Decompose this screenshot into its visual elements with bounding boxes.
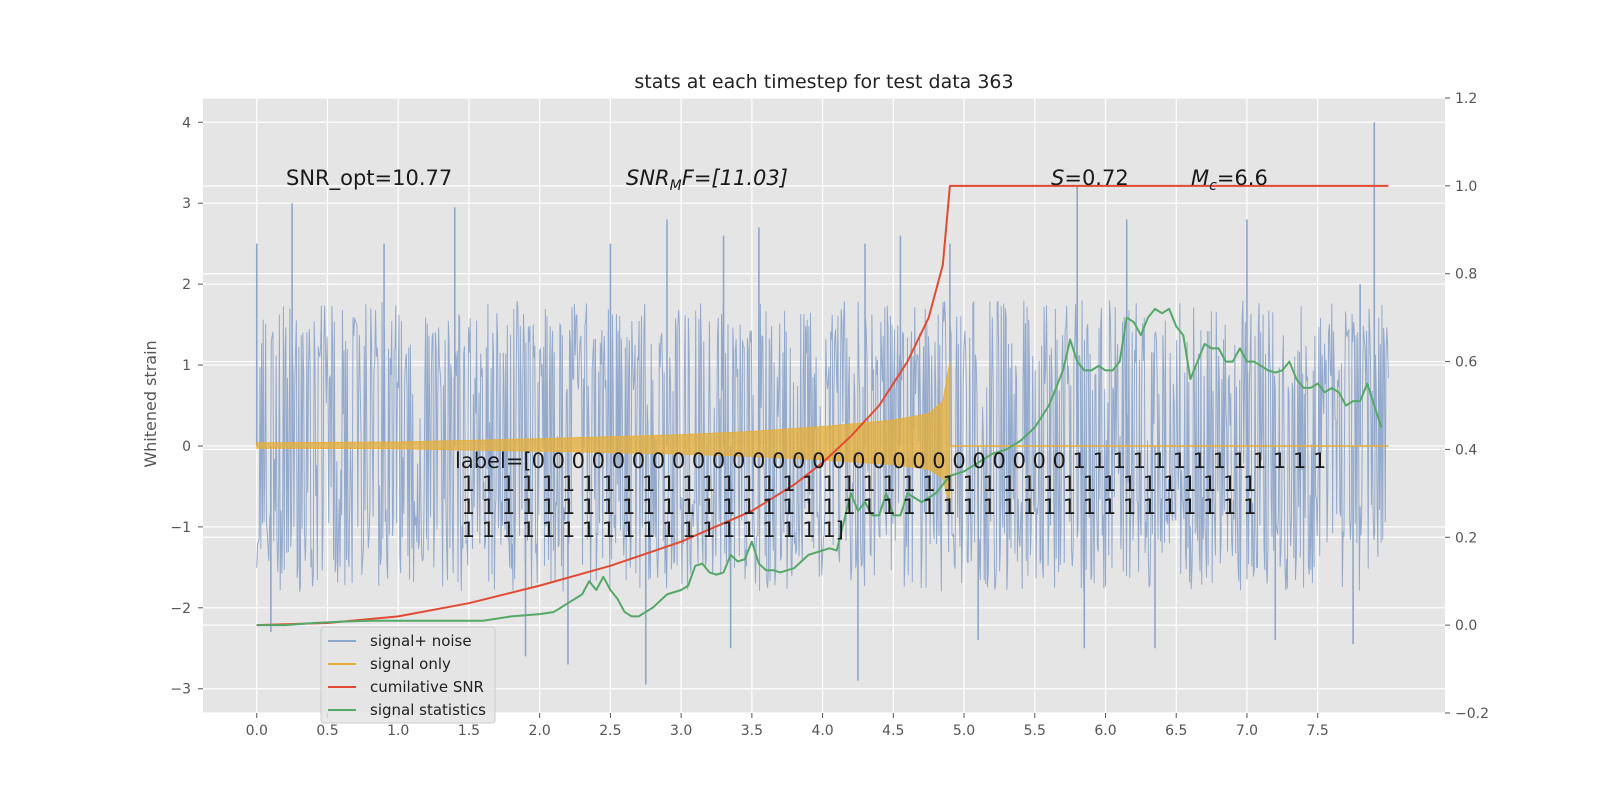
snr-opt-annotation: SNR_opt=10.77: [286, 166, 452, 191]
label-line-3: 1 1 1 1 1 1 1 1 1 1 1 1 1 1 1 1 1 1 1 1 …: [455, 495, 1256, 519]
snr-mf-annotation: SNRMF=[11.03]: [626, 166, 788, 194]
x-axis-ticks: 0.0 0.5 1.0 1.5 2.0 2.5 3.0 3.5 4.0 4.5 5.0 5.5 6.0 6…: [246, 713, 1329, 739]
legend-label-noise: signal+ noise: [370, 632, 472, 650]
legend-label-stats: signal statistics: [370, 701, 486, 719]
y-tick-label-5: 2: [182, 277, 191, 293]
y2-tick-label-2: 0.2: [1455, 530, 1477, 546]
s-rest: =0.72: [1064, 166, 1128, 190]
label-line-2: 1 1 1 1 1 1 1 1 1 1 1 1 1 1 1 1 1 1 1 1 …: [455, 472, 1256, 496]
chart-title: stats at each timestep for test data 363: [634, 71, 1013, 93]
signal-statistics-line: [256, 307, 1383, 627]
legend-label-signal: signal only: [370, 655, 451, 673]
snr-mf-main: SNR: [626, 166, 670, 190]
legend: signal+ noise signal only cumilative SNR…: [320, 626, 496, 724]
cumulative-snr-line: [256, 184, 1389, 627]
legend-box: [320, 626, 496, 724]
mc-var: M: [1191, 166, 1209, 190]
y-axis-ticks: −3 −2 −1 0 1 2 3 4: [170, 115, 203, 698]
y2-tick-label-3: 0.4: [1455, 442, 1477, 458]
x-tick-label-10: 5.0: [953, 723, 975, 739]
s-var: S: [1051, 166, 1064, 190]
x-tick-label-9: 4.5: [882, 723, 904, 739]
y2-tick-label-7: 1.2: [1455, 91, 1477, 107]
snr-mf-rest: F=[11.03]: [682, 166, 788, 190]
y-axis-label: Whitened strain: [141, 340, 160, 467]
y2-tick-label-4: 0.6: [1455, 355, 1477, 371]
x-tick-label-7: 3.5: [741, 723, 763, 739]
label-line-1: label=[0 0 0 0 0 0 0 0 0 0 0 0 0 0 0 0 0…: [455, 449, 1326, 473]
y-tick-label-2: −1: [170, 520, 191, 536]
x-tick-label-8: 4.0: [811, 723, 833, 739]
x-tick-label-11: 5.5: [1024, 723, 1046, 739]
signal-only-envelope: [256, 360, 951, 508]
y-tick-label-1: −2: [170, 601, 191, 617]
right-y-axis-ticks: −0.2 0.0 0.2 0.4 0.6 0.8 1.0 1.2: [1445, 91, 1489, 722]
x-tick-label-4: 2.0: [529, 723, 551, 739]
snr-mf-sub: M: [670, 178, 682, 194]
label-annotation: label=[0 0 0 0 0 0 0 0 0 0 0 0 0 0 0 0 0…: [455, 449, 1326, 542]
legend-label-snr: cumilative SNR: [370, 678, 484, 696]
label-line-4: 1 1 1 1 1 1 1 1 1 1 1 1 1 1 1 1 1 1 1]: [455, 518, 844, 542]
signal-noise-series: [255, 122, 1389, 685]
y2-tick-label-0: −0.2: [1455, 706, 1489, 722]
y-tick-label-4: 1: [182, 358, 191, 374]
signal-noise-trace: [256, 300, 1389, 592]
x-tick-label-2: 1.0: [387, 723, 409, 739]
mc-annotation: Mc=6.6: [1191, 166, 1268, 194]
x-tick-label-6: 3.0: [670, 723, 692, 739]
x-tick-label-5: 2.5: [599, 723, 621, 739]
x-tick-label-13: 6.5: [1165, 723, 1187, 739]
mc-sub: c: [1209, 178, 1217, 194]
y2-tick-label-5: 0.8: [1455, 267, 1477, 283]
y-tick-label-6: 3: [182, 196, 191, 212]
line-series: [256, 184, 1389, 627]
signal-only-series: [256, 360, 1389, 508]
x-tick-label-12: 6.0: [1094, 723, 1116, 739]
mc-rest: =6.6: [1217, 166, 1268, 190]
x-tick-label-3: 1.5: [458, 723, 480, 739]
x-tick-label-1: 0.5: [316, 723, 338, 739]
x-tick-label-14: 7.0: [1236, 723, 1258, 739]
x-tick-label-15: 7.5: [1307, 723, 1329, 739]
y-tick-label-3: 0: [182, 439, 191, 455]
s-annotation: S=0.72: [1051, 166, 1129, 190]
y-tick-label-0: −3: [170, 682, 191, 698]
y2-tick-label-6: 1.0: [1455, 179, 1477, 195]
y-tick-label-7: 4: [182, 115, 191, 131]
y2-tick-label-1: 0.0: [1455, 618, 1477, 634]
x-tick-label-0: 0.0: [246, 723, 268, 739]
